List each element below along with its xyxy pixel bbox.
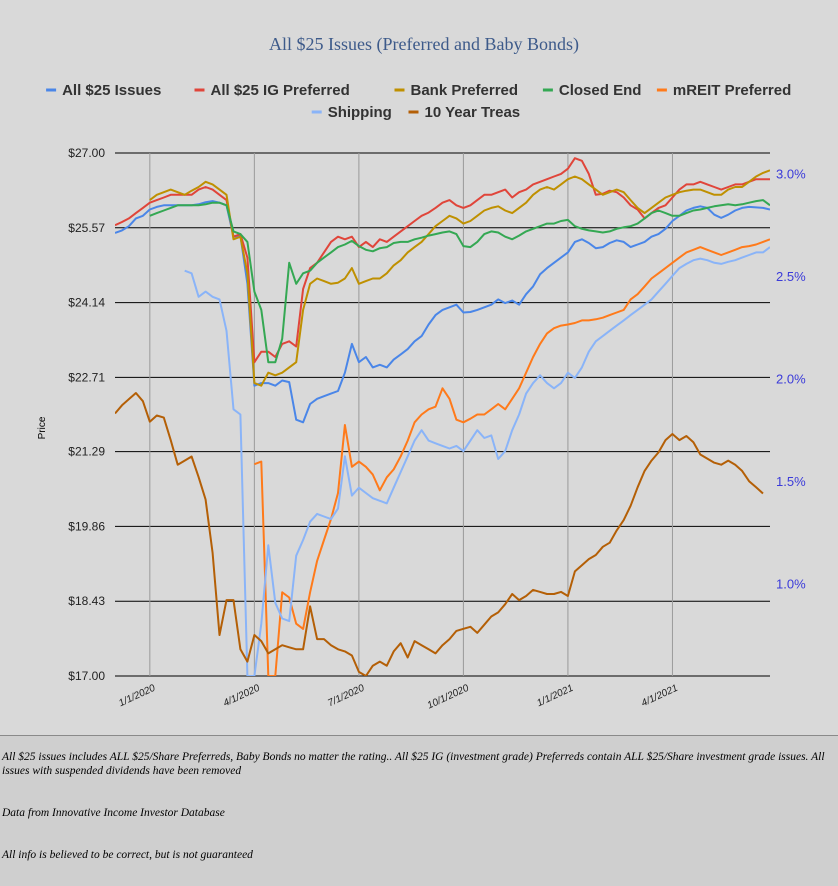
- legend-label: Closed End: [559, 82, 642, 99]
- y-tick-label: $24.14: [68, 296, 105, 310]
- y2-tick-label: 3.0%: [776, 167, 806, 182]
- gridlines: [115, 152, 770, 677]
- legend-item-all-25-ig-preferred: All $25 IG Preferred: [194, 82, 350, 99]
- y-tick-label: $18.43: [68, 594, 105, 608]
- footnote-disclaimer: All info is believed to be correct, but …: [2, 849, 253, 861]
- legend-label: All $25 IG Preferred: [211, 82, 350, 99]
- legend-item-10-year-treas: 10 Year Treas: [408, 104, 521, 121]
- legend-label: Bank Preferred: [411, 82, 519, 99]
- y2-tick-label: 2.5%: [776, 269, 806, 284]
- y-tick-label: $22.71: [68, 370, 105, 384]
- series-line-shipping: [184, 246, 770, 676]
- x-tick-label: 10/1/2020: [426, 683, 471, 712]
- footnote-coverage: All $25 issues includes ALL $25/Share Pr…: [2, 751, 825, 777]
- chart: $27.00 $25.57 $24.14 $22.71 $21.29 $19.86 $18.…: [37, 34, 806, 712]
- y-axis-label: Price: [37, 416, 48, 439]
- x-tick-label: 4/1/2021: [640, 683, 680, 709]
- y-tick-label: $27.00: [68, 146, 105, 160]
- legend-item-bank-preferred: Bank Preferred: [394, 82, 519, 99]
- y2-tick-label: 1.0%: [776, 577, 806, 592]
- x-tick-label: 7/1/2020: [326, 683, 366, 710]
- legend-label: All $25 Issues: [62, 82, 161, 99]
- axes: $27.00 $25.57 $24.14 $22.71 $21.29 $19.86 $18.…: [68, 146, 806, 712]
- x-tick-label: 1/1/2020: [117, 683, 157, 710]
- legend-item-mreit-preferred: mREIT Preferred: [656, 82, 791, 99]
- series-line-bank-preferred: [149, 169, 770, 387]
- series-lines: [115, 157, 770, 676]
- legend-item-all-25-issues: All $25 Issues: [46, 82, 161, 99]
- y-tick-label: $21.29: [68, 445, 105, 459]
- x-tick-label: 4/1/2020: [222, 683, 262, 710]
- legend-label: 10 Year Treas: [425, 104, 521, 121]
- chart-title: All $25 Issues (Preferred and Baby Bonds…: [269, 34, 579, 55]
- y-tick-label: $25.57: [68, 221, 105, 235]
- legend-item-closed-end: Closed End: [542, 82, 642, 99]
- series-line-10-year-treas: [115, 392, 764, 676]
- legend: All $25 Issues All $25 IG Preferred Bank P…: [46, 82, 791, 121]
- footnotes: All $25 issues includes ALL $25/Share Pr…: [0, 735, 838, 886]
- series-line-all-25-ig-preferred: [115, 157, 770, 364]
- y2-tick-label: 1.5%: [776, 474, 806, 489]
- legend-label: Shipping: [328, 104, 392, 121]
- y2-tick-label: 2.0%: [776, 372, 806, 387]
- footnote-source: Data from Innovative Income Investor Dat…: [2, 807, 225, 819]
- series-line-mreit-preferred: [254, 238, 770, 676]
- x-tick-label: 1/1/2021: [535, 683, 575, 709]
- legend-item-shipping: Shipping: [311, 104, 392, 121]
- y-tick-label: $19.86: [68, 519, 105, 533]
- y-tick-label: $17.00: [68, 669, 105, 683]
- series-line-closed-end: [149, 199, 770, 364]
- legend-label: mREIT Preferred: [673, 82, 791, 99]
